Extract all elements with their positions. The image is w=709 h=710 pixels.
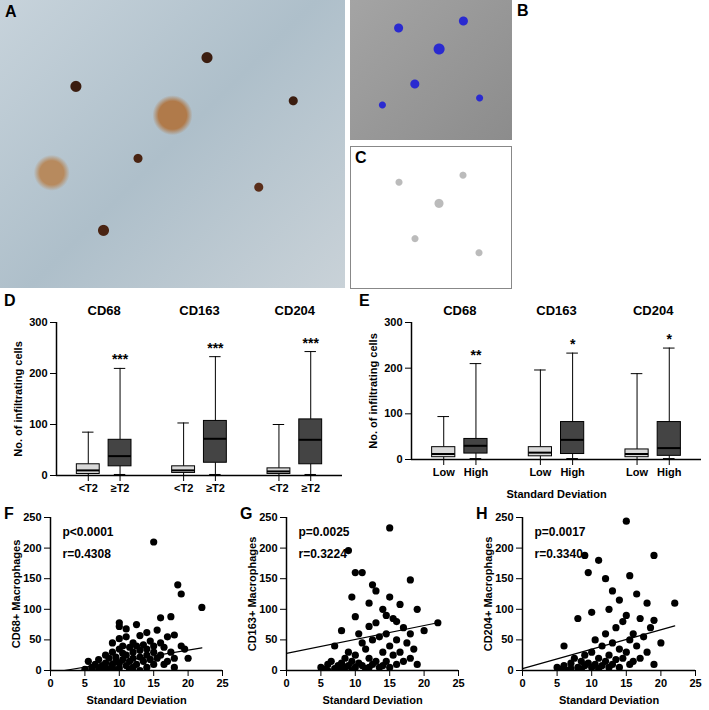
svg-text:CD68: CD68	[443, 303, 476, 318]
svg-text:25: 25	[452, 677, 464, 689]
svg-text:0: 0	[35, 664, 41, 676]
html-text:C: C	[355, 149, 367, 166]
svg-text:5: 5	[318, 677, 324, 689]
svg-text:50: 50	[501, 633, 513, 645]
svg-text:0: 0	[41, 469, 47, 481]
svg-text:150: 150	[23, 572, 41, 584]
svg-text:CD163: CD163	[536, 303, 576, 318]
svg-text:Low: Low	[529, 466, 551, 478]
svg-text:100: 100	[23, 603, 41, 615]
html-text:D: D	[4, 292, 16, 309]
svg-text:Low: Low	[626, 466, 648, 478]
svg-text:0: 0	[507, 664, 513, 676]
svg-text:200: 200	[29, 367, 47, 379]
html-text:B: B	[517, 2, 529, 19]
svg-text:<T2: <T2	[269, 482, 288, 494]
svg-text:r=0.3340: r=0.3340	[535, 547, 584, 561]
svg-text:20: 20	[182, 677, 194, 689]
svg-text:CD68: CD68	[88, 303, 121, 318]
svg-text:≥T2: ≥T2	[206, 482, 225, 494]
svg-text:No. of infiltrating cells: No. of infiltrating cells	[367, 333, 379, 449]
svg-text:100: 100	[259, 603, 277, 615]
svg-text:r=0.4308: r=0.4308	[63, 547, 112, 561]
svg-text:200: 200	[495, 542, 513, 554]
svg-text:***: ***	[303, 335, 320, 351]
svg-text:25: 25	[216, 677, 228, 689]
svg-text:<T2: <T2	[79, 482, 98, 494]
svg-text:200: 200	[259, 542, 277, 554]
svg-text:15: 15	[384, 677, 396, 689]
svg-text:p=0.0017: p=0.0017	[535, 525, 586, 539]
svg-text:*: *	[570, 336, 576, 352]
svg-text:200: 200	[384, 362, 402, 374]
svg-text:CD204: CD204	[275, 303, 316, 318]
svg-text:5: 5	[82, 677, 88, 689]
svg-text:High: High	[657, 466, 682, 478]
svg-text:0: 0	[519, 677, 525, 689]
svg-text:20: 20	[418, 677, 430, 689]
svg-text:*: *	[667, 331, 673, 347]
svg-text:≥T2: ≥T2	[301, 482, 320, 494]
svg-text:10: 10	[349, 677, 361, 689]
svg-text:CD163: CD163	[179, 303, 219, 318]
svg-text:***: ***	[112, 351, 129, 367]
svg-text:10: 10	[113, 677, 125, 689]
html-text:G: G	[240, 505, 253, 522]
svg-text:5: 5	[554, 677, 560, 689]
svg-text:15: 15	[620, 677, 632, 689]
html-text:F: F	[4, 505, 14, 522]
svg-text:<T2: <T2	[174, 482, 193, 494]
svg-text:300: 300	[29, 316, 47, 328]
svg-text:300: 300	[384, 316, 402, 328]
svg-text:***: ***	[207, 340, 224, 356]
svg-text:20: 20	[655, 677, 667, 689]
html-text:H: H	[476, 505, 488, 522]
svg-text:250: 250	[23, 511, 41, 523]
svg-text:p<0.0001: p<0.0001	[63, 525, 114, 539]
svg-text:50: 50	[265, 633, 277, 645]
svg-text:100: 100	[495, 603, 513, 615]
html-text:E: E	[359, 292, 370, 309]
svg-text:150: 150	[259, 572, 277, 584]
svg-text:200: 200	[23, 542, 41, 554]
svg-text:Standard Deviation: Standard Deviation	[559, 694, 660, 706]
svg-text:No. of infiltrating cells: No. of infiltrating cells	[12, 341, 24, 457]
svg-text:CD204: CD204	[633, 303, 674, 318]
svg-text:r=0.3224: r=0.3224	[299, 547, 348, 561]
svg-text:Standard Deviation: Standard Deviation	[322, 694, 423, 706]
svg-text:50: 50	[29, 633, 41, 645]
svg-text:High: High	[464, 466, 489, 478]
svg-text:250: 250	[259, 511, 277, 523]
svg-text:15: 15	[148, 677, 160, 689]
svg-text:Low: Low	[433, 466, 455, 478]
svg-text:25: 25	[689, 677, 701, 689]
svg-text:Standard Deviation: Standard Deviation	[86, 694, 187, 706]
svg-text:0: 0	[271, 664, 277, 676]
html-text:A: A	[5, 3, 17, 20]
svg-text:0: 0	[396, 453, 402, 465]
svg-text:Standard Deviation: Standard Deviation	[506, 488, 607, 500]
svg-text:High: High	[560, 466, 585, 478]
svg-text:**: **	[470, 347, 481, 363]
svg-text:150: 150	[495, 572, 513, 584]
svg-text:250: 250	[495, 511, 513, 523]
svg-text:10: 10	[586, 677, 598, 689]
svg-text:100: 100	[384, 407, 402, 419]
svg-text:0: 0	[47, 677, 53, 689]
svg-text:CD163+ Macrophages: CD163+ Macrophages	[246, 537, 258, 652]
svg-text:CD68+ Macrophages: CD68+ Macrophages	[10, 540, 22, 649]
svg-text:≥T2: ≥T2	[111, 482, 130, 494]
svg-text:0: 0	[283, 677, 289, 689]
svg-text:p=0.0025: p=0.0025	[299, 525, 350, 539]
svg-text:CD204+ Macrophages: CD204+ Macrophages	[482, 537, 494, 652]
svg-text:100: 100	[29, 418, 47, 430]
